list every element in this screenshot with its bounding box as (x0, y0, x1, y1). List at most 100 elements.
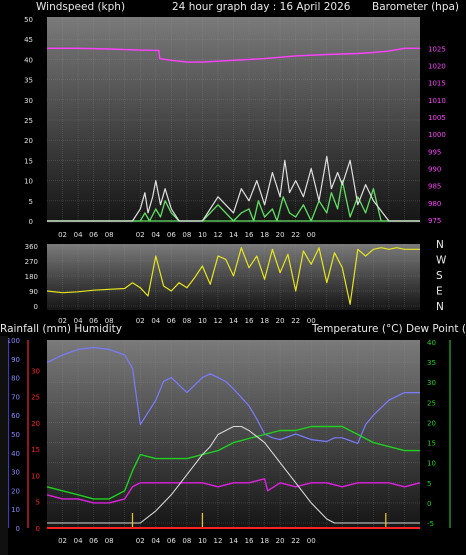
dir-tick-label: 0 (34, 303, 38, 311)
gust-series-line (47, 155, 420, 222)
baro-tick-label: 1015 (428, 80, 446, 88)
humidity-tick-label: 20 (11, 487, 20, 495)
humidity-tick-label: 40 (11, 450, 20, 458)
baro-tick-label: 985 (428, 183, 441, 191)
temp-tick-label: 10 (427, 460, 436, 468)
baro-tick-label: 975 (428, 217, 441, 225)
wind-tick-label: 15 (24, 157, 33, 165)
humidity-tick-label: 90 (11, 356, 20, 364)
time-tick-label: 12 (213, 317, 222, 325)
direction-plot-area (47, 244, 420, 310)
temp-dew-label: Temperature (°C) Dew Point (°C) (311, 323, 466, 335)
time-tick-label: 08 (105, 537, 114, 545)
time-tick-label: 06 (89, 537, 98, 545)
wind-axis-label: Windspeed (kph) (36, 1, 125, 13)
temp-series-line (46, 425, 420, 500)
wind-tick-label: 0 (29, 218, 33, 226)
temp-tick-label: 25 (427, 399, 436, 407)
baro-tick-label: 1020 (428, 63, 446, 71)
rain-tick-label: 20 (31, 420, 40, 428)
baro-tick-label: 980 (428, 200, 441, 208)
dir-tick-label: 90 (29, 288, 38, 296)
wind-tick-label: 25 (24, 117, 33, 125)
compass-letter: N (436, 239, 444, 251)
wind-tick-label: 50 (24, 16, 33, 24)
time-tick-label: 04 (151, 231, 160, 239)
wind-tick-label: 45 (24, 36, 33, 44)
time-tick-label: 00 (307, 317, 316, 325)
time-tick-label: 14 (229, 537, 238, 545)
baro-tick-label: 990 (428, 166, 441, 174)
time-tick-label: 04 (151, 317, 160, 325)
rain-humidity-label: Rainfall (mm) Humidity (0, 323, 122, 335)
time-tick-label: 04 (74, 317, 83, 325)
time-tick-label: 12 (213, 231, 222, 239)
wind-tick-label: 10 (24, 178, 33, 186)
time-tick-label: 08 (182, 231, 191, 239)
humidity-tick-label: 0 (16, 525, 20, 533)
left-gutter (0, 336, 8, 555)
time-tick-label: 16 (245, 537, 254, 545)
time-tick-label: 20 (276, 231, 285, 239)
baro-axis-label: Barometer (hpa) (372, 1, 459, 13)
time-tick-label: 06 (167, 537, 176, 545)
humidity-tick-label: 80 (11, 375, 20, 383)
time-tick-label: 08 (105, 231, 114, 239)
time-tick-label: 04 (74, 537, 83, 545)
direction-series-line (46, 247, 420, 305)
wind-tick-label: 30 (24, 97, 33, 105)
baro-tick-label: 1005 (428, 114, 446, 122)
solar-series-line (47, 425, 420, 524)
baro-tick-label: 995 (428, 148, 441, 156)
time-tick-label: 02 (58, 317, 67, 325)
time-tick-label: 08 (182, 317, 191, 325)
temp-tick-label: 0 (427, 500, 431, 508)
dewpoint-series-line (46, 478, 421, 504)
temp-tick-label: 40 (427, 339, 436, 347)
time-tick-label: 04 (74, 231, 83, 239)
compass-letter: N (436, 301, 444, 313)
temp-tick-label: -5 (427, 520, 434, 528)
dir-tick-label: 180 (25, 273, 38, 281)
time-tick-label: 14 (229, 231, 238, 239)
time-tick-label: 16 (245, 231, 254, 239)
time-tick-label: 06 (167, 231, 176, 239)
rain-tick-label: 15 (31, 446, 40, 454)
compass-letter: W (436, 255, 447, 267)
temp-tick-label: 15 (427, 440, 436, 448)
time-tick-label: 22 (291, 231, 300, 239)
time-tick-label: 02 (136, 537, 145, 545)
humidity-tick-label: 60 (11, 412, 20, 420)
time-tick-label: 06 (167, 317, 176, 325)
humidity-tick-label: 70 (11, 393, 20, 401)
rain-tick-label: 0 (36, 525, 40, 533)
time-tick-label: 12 (213, 537, 222, 545)
baro-tick-label: 1025 (428, 45, 446, 53)
baro-tick-label: 1010 (428, 97, 446, 105)
time-tick-label: 22 (291, 537, 300, 545)
time-tick-label: 20 (276, 317, 285, 325)
temp-tick-label: 35 (427, 359, 436, 367)
time-tick-label: 00 (307, 537, 316, 545)
wind-series-line (47, 179, 420, 222)
rain-tick-label: 5 (36, 499, 40, 507)
time-tick-label: 10 (198, 537, 207, 545)
humidity-tick-label: 30 (11, 469, 20, 477)
time-tick-label: 22 (291, 317, 300, 325)
time-tick-label: 10 (198, 231, 207, 239)
time-tick-label: 06 (89, 317, 98, 325)
humidity-tick-label: 100 (7, 337, 20, 345)
baro-tick-label: 1000 (428, 131, 446, 139)
time-tick-label: 02 (136, 317, 145, 325)
time-tick-label: 00 (307, 231, 316, 239)
wind-tick-label: 5 (29, 198, 33, 206)
compass-letter: S (436, 270, 443, 282)
time-tick-label: 08 (182, 537, 191, 545)
time-tick-label: 18 (260, 537, 269, 545)
time-tick-label: 14 (229, 317, 238, 325)
humidity-tick-label: 50 (11, 431, 20, 439)
time-tick-label: 04 (151, 537, 160, 545)
temp-tick-label: 20 (427, 419, 436, 427)
wind-plot-area (47, 17, 420, 223)
